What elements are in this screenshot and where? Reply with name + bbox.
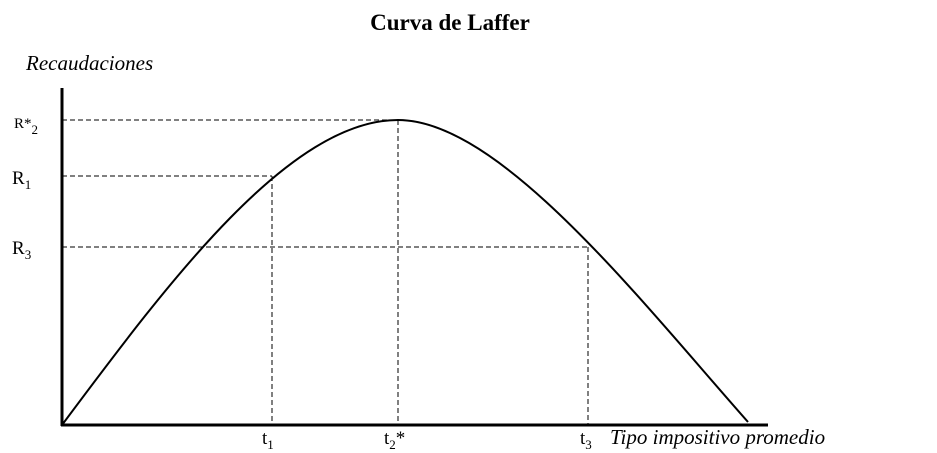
x-label: t3 [580, 428, 592, 452]
laffer-curve [61, 118, 749, 426]
y-label: R*2 [14, 116, 38, 137]
x-axis-label: Tipo impositivo promedio [610, 425, 825, 449]
x-label: t2* [384, 428, 405, 452]
guides [62, 119, 589, 425]
y-axis-label: Recaudaciones [25, 51, 153, 75]
title: Curva de Laffer [370, 10, 530, 35]
x-labels: t1 t2* t3 [262, 428, 592, 452]
y-label: R1 [12, 168, 31, 192]
x-label: t1 [262, 428, 274, 452]
y-labels: R*2 R1 R3 [12, 116, 38, 262]
y-label: R3 [12, 238, 31, 262]
